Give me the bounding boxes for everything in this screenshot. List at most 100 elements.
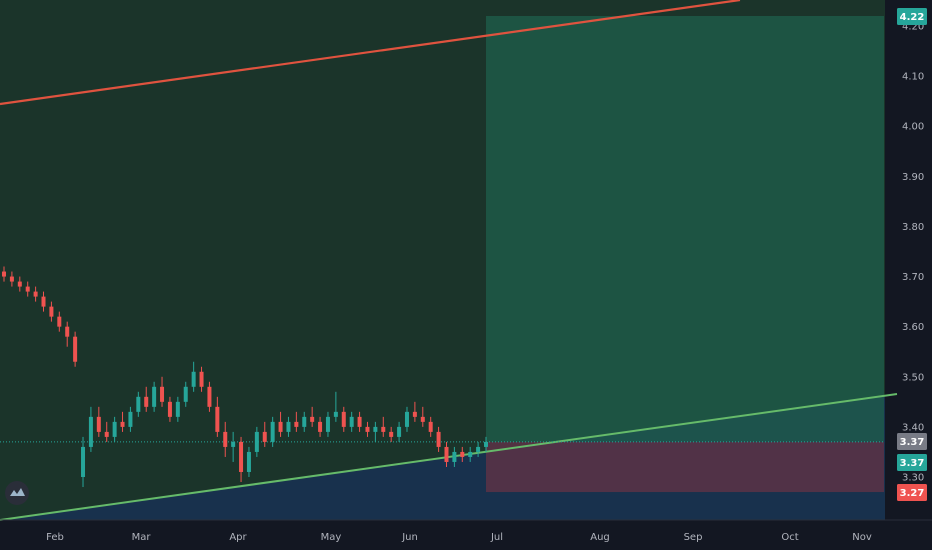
price-badge-bg	[897, 8, 927, 25]
candle-body	[49, 306, 54, 317]
candle	[239, 436, 244, 483]
candle-body	[286, 421, 291, 432]
candle	[96, 406, 101, 437]
x-tick-label: Nov	[852, 532, 872, 543]
tradingview-logo-icon[interactable]	[5, 481, 29, 505]
candle-body	[278, 421, 283, 432]
candle	[112, 416, 117, 442]
candle-body	[452, 451, 457, 462]
candle	[278, 411, 283, 437]
candle	[104, 421, 109, 442]
price-badge-text: 3.27	[900, 488, 925, 499]
candle	[33, 286, 38, 302]
candle-body	[144, 396, 149, 407]
candle-body	[239, 441, 244, 472]
candle	[223, 421, 228, 457]
target-zone[interactable]	[486, 15, 884, 442]
candle	[468, 446, 473, 462]
candle-body	[412, 411, 417, 417]
y-tick-label: 3.50	[902, 372, 924, 383]
candle	[365, 421, 370, 437]
candle	[183, 381, 188, 407]
candle	[420, 406, 425, 427]
candle	[436, 426, 441, 452]
candle	[270, 416, 275, 447]
y-axis-ticks: 3.30 3.40 3.50 3.60 3.70 3.80 3.90 4.00 4.10 4.20	[902, 22, 924, 484]
candle	[191, 361, 196, 392]
candle-body	[476, 446, 481, 452]
candle-body	[484, 441, 488, 447]
candle	[476, 441, 481, 457]
candle	[341, 406, 346, 432]
candle-body	[207, 386, 212, 407]
x-tick-label: Sep	[684, 532, 703, 543]
candle	[452, 446, 457, 467]
price-badge-text: 3.37	[900, 458, 925, 469]
candle-body	[436, 431, 441, 447]
price-badges: 4.22 3.37 3.37 3.27	[897, 8, 927, 501]
candle-body	[262, 431, 267, 442]
candle-body	[357, 416, 362, 427]
candle-body	[215, 406, 220, 432]
candle	[381, 416, 386, 437]
candle-body	[444, 446, 449, 462]
candle-body	[65, 326, 70, 337]
candle-body	[318, 421, 323, 432]
candle	[294, 411, 299, 432]
candle-body	[468, 451, 473, 457]
candle	[302, 411, 307, 432]
candle-body	[302, 416, 307, 427]
candle-body	[389, 431, 394, 437]
candle-body	[81, 446, 86, 477]
x-tick-label: Aug	[590, 532, 610, 543]
candles	[2, 266, 488, 488]
price-badge-stop: 3.27	[897, 484, 927, 501]
candle-body	[112, 421, 117, 437]
candle-body	[41, 296, 46, 307]
candle-body	[397, 426, 402, 437]
candle-body	[9, 276, 14, 282]
price-badge-entry: 3.37	[897, 454, 927, 471]
candle-body	[365, 426, 370, 432]
candle-body	[57, 316, 62, 327]
candle	[484, 436, 488, 452]
x-axis-ticks: Feb Mar Apr May Jun Jul Aug Sep Oct Nov	[46, 532, 872, 543]
candle-body	[310, 416, 315, 422]
candle	[73, 331, 78, 367]
candle-body	[460, 451, 465, 457]
y-tick-label: 3.70	[902, 272, 924, 283]
y-tick-label: 4.20	[902, 22, 924, 33]
candle	[231, 431, 236, 462]
candle	[65, 321, 70, 347]
candle	[152, 381, 157, 412]
candle-body	[175, 401, 180, 417]
candle-body	[428, 421, 433, 432]
candle-body	[381, 426, 386, 432]
resistance-trendline[interactable]	[0, 0, 741, 106]
candle-body	[104, 431, 109, 437]
price-badge-bg	[897, 454, 927, 471]
support-trendline[interactable]	[0, 393, 898, 521]
candle	[262, 421, 267, 447]
candle-body	[88, 416, 93, 447]
candle	[428, 416, 433, 437]
candle	[128, 406, 133, 432]
candle-body	[183, 386, 188, 402]
candle-body	[246, 451, 251, 472]
candle-body	[294, 421, 299, 427]
candle	[404, 406, 409, 432]
candle	[160, 376, 165, 407]
candle-body	[17, 281, 22, 287]
candle	[460, 446, 465, 462]
candle	[412, 401, 417, 422]
candle	[373, 421, 378, 442]
candle	[199, 366, 204, 392]
x-tick-label: Mar	[132, 532, 152, 543]
candle	[389, 426, 394, 442]
y-tick-label: 3.30	[902, 473, 924, 484]
candle-body	[73, 336, 78, 362]
x-tick-label: Oct	[781, 532, 798, 543]
stop-zone[interactable]	[486, 441, 884, 493]
candle	[144, 386, 149, 412]
